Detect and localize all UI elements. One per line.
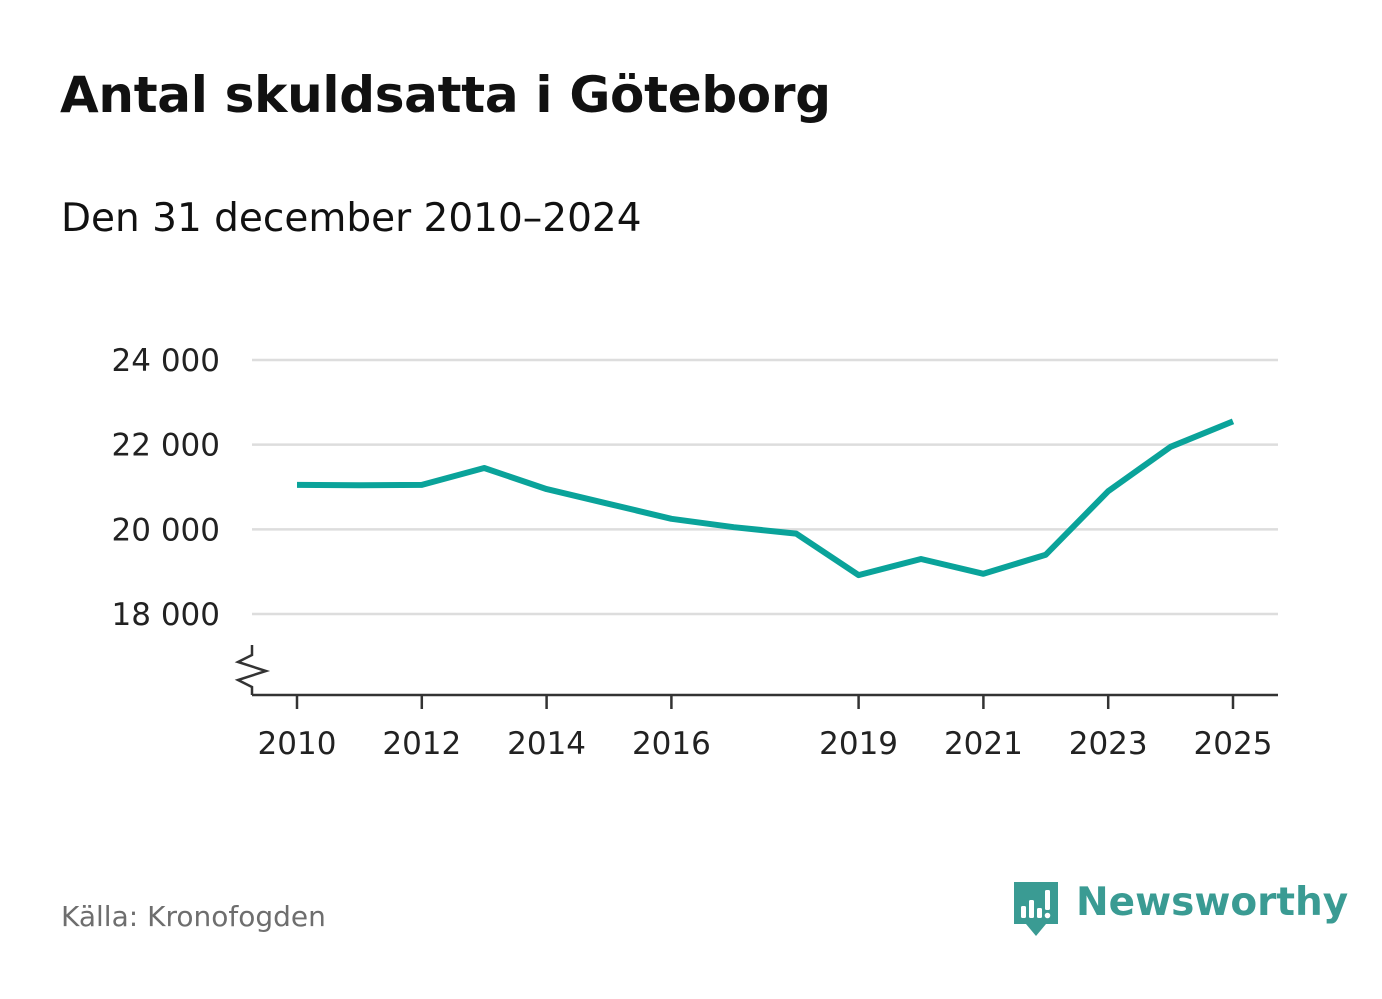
y-tick-label: 20 000 (112, 512, 220, 548)
x-tick-label: 2012 (382, 726, 461, 762)
series (296, 418, 1235, 579)
x-tick-label: 2010 (258, 726, 337, 762)
bar-chart-speech-bubble-icon (1014, 882, 1058, 936)
gridlines (252, 358, 1278, 616)
x-tick-label: 2023 (1069, 726, 1148, 762)
y-tick-label: 18 000 (112, 597, 220, 633)
x-tick-label: 2016 (632, 726, 711, 762)
y-tick-label: 22 000 (112, 428, 220, 464)
brand-name: Newsworthy (1076, 880, 1349, 925)
y-axis-break-icon (234, 645, 271, 695)
brand-logo: Newsworthy (1010, 878, 1348, 942)
x-axis (234, 645, 1278, 709)
x-tick-label: 2025 (1194, 726, 1273, 762)
x-tick-label: 2021 (944, 726, 1023, 762)
series-line (296, 418, 1235, 579)
y-tick-label: 24 000 (112, 343, 220, 379)
source-note: Källa: Kronofogden (61, 900, 326, 933)
chart-title: Antal skuldsatta i Göteborg (60, 66, 831, 124)
chart-subtitle: Den 31 december 2010–2024 (61, 196, 642, 241)
x-axis-labels: 2010 2012 2014 2016 2019 2021 2023 2025 (258, 726, 1273, 762)
x-tick-label: 2019 (819, 726, 898, 762)
x-tick-label: 2014 (507, 726, 586, 762)
y-axis-labels: 18 000 20 000 22 000 24 000 (112, 343, 220, 633)
